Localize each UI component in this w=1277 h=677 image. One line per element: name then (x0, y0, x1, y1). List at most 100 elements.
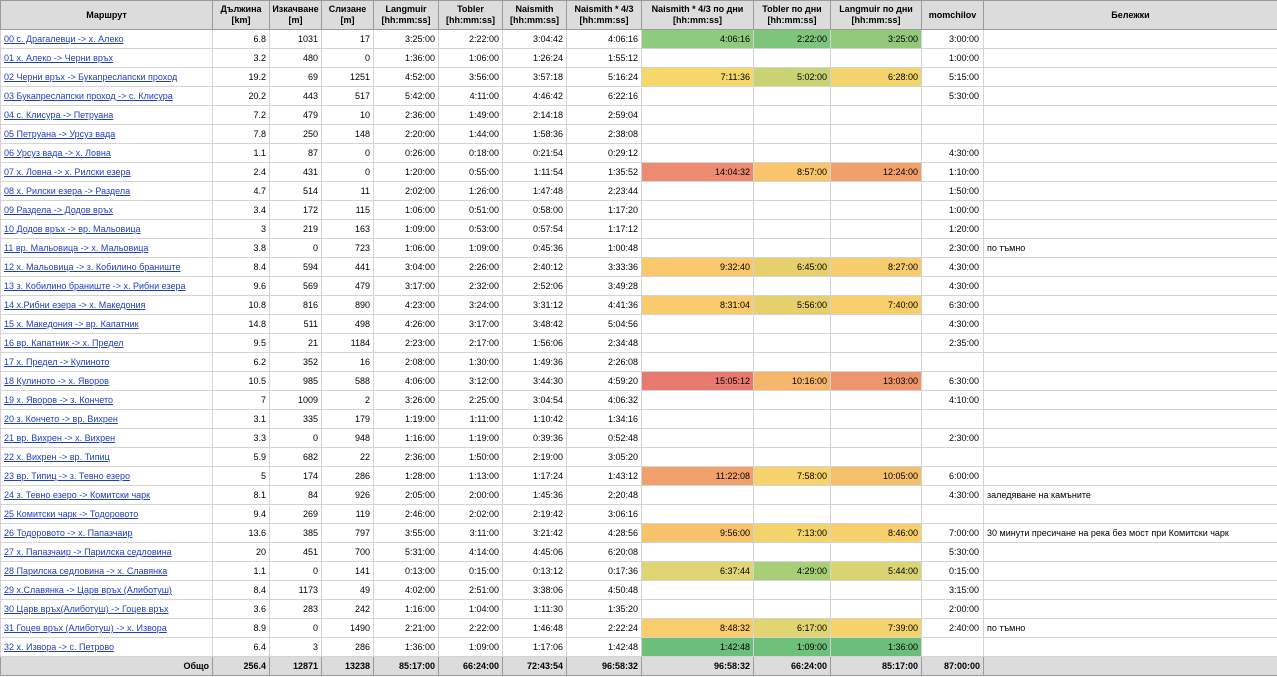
route-cell[interactable]: 05 Петруана -> Урсуз вада (0, 124, 213, 144)
route-cell[interactable]: 18 Кулиното -> х. Яворов (0, 371, 213, 391)
momchilov-cell: 2:30:00 (921, 238, 984, 258)
column-header-langmuir[interactable]: Langmuir [hh:mm:ss] (373, 0, 439, 30)
langmuir-days-cell: 1:36:00 (830, 637, 922, 657)
momchilov-cell: 6:30:00 (921, 295, 984, 315)
tobler-days-cell (753, 580, 831, 600)
langmuir-cell: 2:08:00 (373, 352, 439, 372)
momchilov-cell: 4:30:00 (921, 314, 984, 334)
route-cell[interactable]: 06 Урсуз вада -> х. Ловна (0, 143, 213, 163)
route-cell[interactable]: 01 х. Алеко -> Черни връх (0, 48, 213, 68)
route-cell[interactable]: 03 Букапреслапски проход -> с. Клисура (0, 86, 213, 106)
route-cell[interactable]: 17 х. Предел -> Кулиното (0, 352, 213, 372)
column-header-naismith[interactable]: Naismith [hh:mm:ss] (502, 0, 567, 30)
naismith43-cell: 4:06:32 (566, 390, 642, 410)
naismith-cell: 1:56:06 (502, 333, 567, 353)
route-cell[interactable]: 13 з. Кобилино браниште -> х. Рибни езер… (0, 276, 213, 296)
notes-cell (983, 86, 1277, 106)
naismith-cell: 3:04:42 (502, 29, 567, 49)
momchilov-cell: 1:10:00 (921, 162, 984, 182)
route-cell[interactable]: 26 Тодоровото -> х. Папазчаир (0, 523, 213, 543)
length-cell: 20 (212, 542, 270, 562)
ascent-cell: 594 (269, 257, 322, 277)
tobler-days-cell: 6:17:00 (753, 618, 831, 638)
table-row: 14 х.Рибни езера -> х. Македония 10.8 816 8… (0, 295, 1277, 315)
langmuir-days-cell: 8:27:00 (830, 257, 922, 277)
column-header-length[interactable]: Дължина [km] (212, 0, 270, 30)
notes-cell (983, 219, 1277, 239)
column-header-notes[interactable]: Бележки (983, 0, 1277, 30)
langmuir-days-cell (830, 352, 922, 372)
column-header-naismith43-days[interactable]: Naismith * 4/3 по дни [hh:mm:ss] (641, 0, 754, 30)
ascent-cell: 335 (269, 409, 322, 429)
naismith43-cell: 1:34:16 (566, 409, 642, 429)
column-header-tobler[interactable]: Tobler [hh:mm:ss] (438, 0, 503, 30)
route-cell[interactable]: 22 х. Вихрен -> вр. Типиц (0, 447, 213, 467)
route-cell[interactable]: 29 х.Славянка -> Царв връх (Алиботуш) (0, 580, 213, 600)
descent-cell: 16 (321, 352, 374, 372)
notes-cell (983, 29, 1277, 49)
momchilov-cell: 3:15:00 (921, 580, 984, 600)
naismith43-cell: 1:17:12 (566, 219, 642, 239)
route-cell[interactable]: 07 х. Ловна -> х. Рилски езера (0, 162, 213, 182)
notes-cell (983, 637, 1277, 657)
length-cell: 4.7 (212, 181, 270, 201)
table-row: 32 х. Извора -> с. Петрово 6.4 3 286 1:36:00… (0, 637, 1277, 657)
descent-cell: 10 (321, 105, 374, 125)
route-cell[interactable]: 32 х. Извора -> с. Петрово (0, 637, 213, 657)
langmuir-cell: 2:20:00 (373, 124, 439, 144)
route-cell[interactable]: 04 с. Клисура -> Петруана (0, 105, 213, 125)
naismith43-days-cell: 8:31:04 (641, 295, 754, 315)
route-cell[interactable]: 30 Царв връх(Алиботуш) -> Гоцев връх (0, 599, 213, 619)
column-header-momchilov[interactable]: momchilov (921, 0, 984, 30)
route-cell[interactable]: 16 вр. Капатник -> х. Предел (0, 333, 213, 353)
notes-cell (983, 67, 1277, 87)
naismith-cell: 1:11:54 (502, 162, 567, 182)
tobler-cell: 2:51:00 (438, 580, 503, 600)
momchilov-cell: 2:35:00 (921, 333, 984, 353)
route-cell[interactable]: 09 Раздела -> Додов връх (0, 200, 213, 220)
route-cell[interactable]: 21 вр. Вихрен -> х. Вихрен (0, 428, 213, 448)
naismith43-days-cell (641, 390, 754, 410)
route-cell[interactable]: 12 х. Мальовица -> з. Кобилино браниште (0, 257, 213, 277)
langmuir-days-cell: 6:28:00 (830, 67, 922, 87)
column-header-langmuir-days[interactable]: Langmuir по дни [hh:mm:ss] (830, 0, 922, 30)
notes-cell: заледяване на камъните (983, 485, 1277, 505)
naismith43-days-cell: 8:48:32 (641, 618, 754, 638)
total-length-cell: 256.4 (212, 656, 270, 676)
naismith-cell: 3:04:54 (502, 390, 567, 410)
column-header-naismith43[interactable]: Naismith * 4/3 [hh:mm:ss] (566, 0, 642, 30)
route-cell[interactable]: 20 з. Кончето -> вр. Вихрен (0, 409, 213, 429)
column-header-tobler-days[interactable]: Tobler по дни [hh:mm:ss] (753, 0, 831, 30)
route-cell[interactable]: 00 с. Драгалевци -> х. Алеко (0, 29, 213, 49)
langmuir-days-cell (830, 599, 922, 619)
route-cell[interactable]: 27 х. Папазчаир -> Парилска седловина (0, 542, 213, 562)
length-cell: 2.4 (212, 162, 270, 182)
route-cell[interactable]: 02 Черни връх -> Букапреслапски проход (0, 67, 213, 87)
route-cell[interactable]: 25 Комитски чарк -> Тодоровото (0, 504, 213, 524)
route-cell[interactable]: 19 х. Яворов -> з. Кончето (0, 390, 213, 410)
route-cell[interactable]: 28 Парилска седловина -> х. Славянка (0, 561, 213, 581)
route-cell[interactable]: 10 Додов връх -> вр. Мальовица (0, 219, 213, 239)
route-cell[interactable]: 23 вр. Типиц -> з. Тевно езеро (0, 466, 213, 486)
route-cell[interactable]: 31 Гоцев връх (Алиботуш) -> х. Извора (0, 618, 213, 638)
naismith43-cell: 1:43:12 (566, 466, 642, 486)
naismith-cell: 2:19:00 (502, 447, 567, 467)
route-cell[interactable]: 24 з. Тевно езеро -> Комитски чарк (0, 485, 213, 505)
tobler-days-cell: 4:29:00 (753, 561, 831, 581)
route-cell[interactable]: 14 х.Рибни езера -> х. Македония (0, 295, 213, 315)
momchilov-cell (921, 447, 984, 467)
column-header-descent[interactable]: Слизане [m] (321, 0, 374, 30)
naismith43-cell: 2:34:48 (566, 333, 642, 353)
column-header-route[interactable]: Маршрут (0, 0, 213, 30)
ascent-cell: 985 (269, 371, 322, 391)
naismith43-cell: 2:20:48 (566, 485, 642, 505)
naismith-cell: 1:49:36 (502, 352, 567, 372)
tobler-cell: 3:56:00 (438, 67, 503, 87)
route-cell[interactable]: 11 вр. Мальовица -> х. Мальовица (0, 238, 213, 258)
column-header-ascent[interactable]: Изкачване [m] (269, 0, 322, 30)
tobler-days-cell: 5:56:00 (753, 295, 831, 315)
route-cell[interactable]: 15 х. Македония -> вр. Капатник (0, 314, 213, 334)
route-cell[interactable]: 08 х. Рилски езера -> Раздела (0, 181, 213, 201)
descent-cell: 115 (321, 200, 374, 220)
langmuir-cell: 1:06:00 (373, 200, 439, 220)
